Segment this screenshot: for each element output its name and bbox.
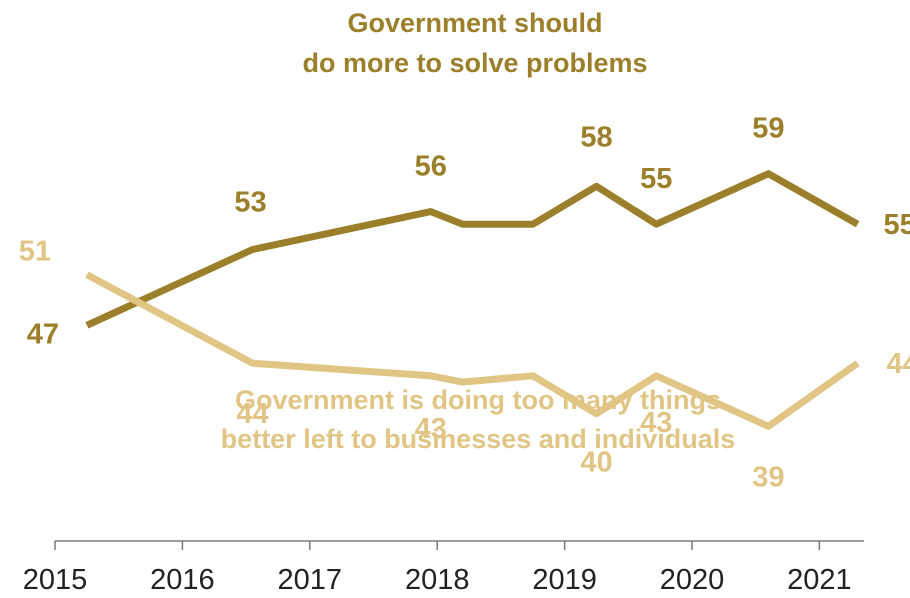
series-title-less-line-1: Government is doing too many things (235, 385, 721, 415)
x-tick-label: 2018 (405, 564, 470, 596)
series-line-too-many-things (85, 271, 860, 430)
x-tick-label: 2017 (278, 564, 343, 596)
x-tick-label: 2021 (787, 564, 852, 596)
data-label-do-more-6: 55 (640, 163, 672, 195)
x-axis: 2015 2016 2017 2018 2019 2020 2021 (23, 540, 864, 596)
x-tick-label: 2019 (532, 564, 597, 596)
data-label-too-many-8: 44 (886, 348, 910, 380)
data-label-do-more-8: 55 (883, 209, 910, 241)
series-title-less-line-2: better left to businesses and individual… (221, 424, 736, 454)
series-lines (85, 170, 860, 430)
series-line-do-more (85, 170, 860, 329)
data-labels: 47 53 56 58 55 59 55 51 44 43 40 43 39 44 (19, 113, 910, 494)
data-label-do-more-7: 59 (752, 113, 784, 145)
data-label-do-more-1: 53 (234, 187, 266, 219)
data-label-too-many-6: 43 (640, 407, 672, 439)
data-label-do-more-0: 47 (27, 318, 59, 350)
data-label-do-more-5: 58 (580, 121, 612, 153)
data-label-too-many-0: 51 (19, 236, 51, 268)
x-tick-label: 2015 (23, 564, 88, 596)
series-title-more-line-1: Government should (347, 8, 602, 38)
data-label-too-many-5: 40 (580, 447, 612, 479)
data-label-too-many-7: 39 (752, 461, 784, 493)
data-label-too-many-2: 43 (415, 413, 447, 445)
series-titles: Government should do more to solve probl… (221, 8, 736, 454)
x-tick-label: 2020 (660, 564, 725, 596)
data-label-too-many-1: 44 (236, 398, 268, 430)
series-title-more-line-2: do more to solve problems (302, 48, 647, 78)
data-label-do-more-2: 56 (415, 151, 447, 183)
x-tick-label: 2016 (150, 564, 215, 596)
